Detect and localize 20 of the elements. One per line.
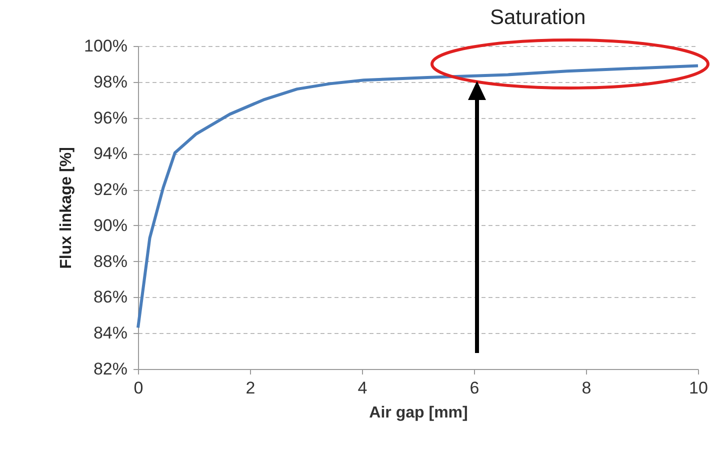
y-tick-label: 86% bbox=[93, 288, 128, 307]
line-series bbox=[136, 64, 700, 330]
y-tick-label: 82% bbox=[93, 360, 128, 378]
x-tick-label: 0 bbox=[134, 378, 144, 398]
x-tick-label: 6 bbox=[470, 378, 480, 398]
y-tick-label: 84% bbox=[93, 324, 128, 343]
x-tick-label: 2 bbox=[246, 378, 256, 398]
y-tick-label: 88% bbox=[93, 252, 128, 271]
text: Saturation bbox=[490, 6, 586, 30]
x-tick-label: 10 bbox=[689, 378, 708, 398]
x-axis-title: Air gap [mm] bbox=[369, 404, 468, 422]
y-tick-label: 98% bbox=[93, 72, 128, 92]
y-tick-label: 96% bbox=[93, 108, 128, 128]
y-tick-label: 92% bbox=[93, 180, 128, 200]
x-tick-label: 4 bbox=[358, 378, 368, 398]
y-axis-title: Flux linkage [%] bbox=[58, 147, 76, 269]
y-tick-label: 90% bbox=[93, 216, 128, 235]
y-tick-label: 100% bbox=[84, 36, 128, 56]
y-tick-label: 94% bbox=[93, 144, 128, 164]
x-tick-label: 8 bbox=[582, 378, 592, 398]
